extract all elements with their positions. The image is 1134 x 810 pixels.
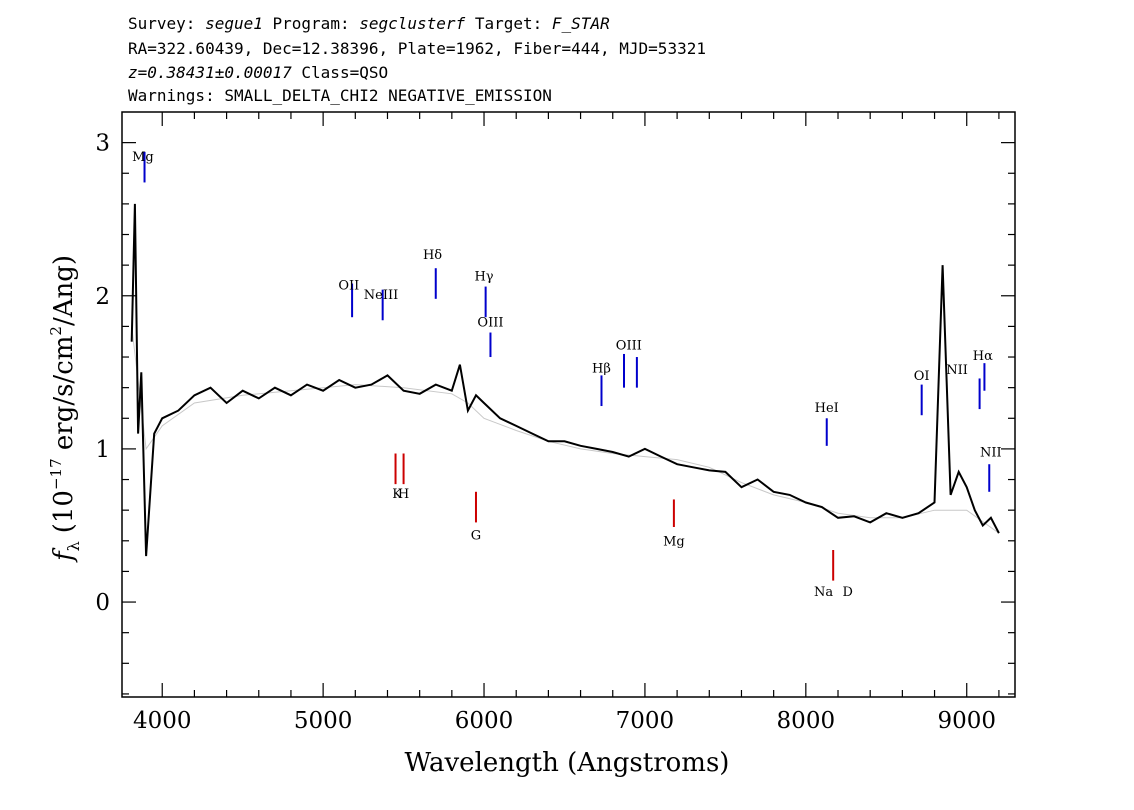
spectrum-series-1: [130, 203, 1000, 557]
x-tick-label: 8000: [777, 708, 836, 734]
program-label: Program:: [272, 14, 350, 33]
spectral-line-label: Hδ: [423, 248, 442, 263]
y-tick-label: 1: [95, 437, 110, 463]
y-axis-title-lambda: λ: [64, 541, 83, 551]
spectral-line-label: Na: [814, 585, 833, 600]
y-axis-title-exp2: 2: [47, 326, 65, 336]
spectral-line-label: G: [471, 528, 481, 543]
y-axis-title-mid: erg/s/cm: [49, 336, 79, 459]
spectral-line-label: NII: [980, 446, 1002, 461]
spectral-line-label: HeI: [815, 401, 839, 416]
spectral-line-label: D: [842, 585, 852, 600]
header-line-1: Survey: segue1 Program: segclusterf Targ…: [128, 14, 610, 33]
y-axis-title: fλ(10−17 erg/s/cm2/Ang): [47, 255, 83, 563]
spectral-line-label: OIII: [477, 315, 503, 330]
survey-value: segue1: [205, 14, 263, 33]
spectral-line-label: Hα: [973, 349, 993, 364]
spectral-line-label: Hγ: [474, 269, 493, 284]
spectral-line-label: H: [398, 487, 409, 502]
y-tick-label: 0: [95, 590, 110, 616]
target-value: F_STAR: [551, 14, 610, 33]
spectral-line-label: NII: [946, 363, 968, 378]
spectral-line-label: Mg: [132, 150, 154, 165]
spectral-line-label: OIII: [616, 338, 642, 353]
redshift-value: z=0.38431±0.00017: [128, 63, 292, 82]
spectral-line-label: NeIII: [364, 288, 398, 303]
header-line-4: Warnings: SMALL_DELTA_CHI2 NEGATIVE_EMIS…: [128, 86, 552, 105]
x-tick-label: 7000: [616, 708, 675, 734]
plot-frame: [121, 111, 1016, 698]
spectral-line-label: Mg: [663, 534, 685, 549]
spectral-line-label: Hβ: [592, 361, 611, 376]
spectral-line-label: K: [392, 487, 402, 502]
y-axis-title-open: (10: [49, 490, 79, 533]
spectral-line-label: OI: [914, 369, 930, 384]
y-axis-title-exp1: −17: [47, 458, 65, 490]
spectral-line-label: OII: [338, 279, 359, 294]
spectrum-series-0: [131, 326, 1000, 534]
program-value: segclusterf: [359, 14, 466, 33]
header-line-2: RA=322.60439, Dec=12.38396, Plate=1962, …: [128, 39, 706, 58]
plot-area: Mg OII NeIII Hδ Hγ OIII Hβ OIII HeI OI NII Hα NII KH G…: [130, 150, 1002, 600]
x-tick-label: 9000: [937, 708, 996, 734]
x-axis-title: Wavelength (Angstroms): [405, 748, 730, 778]
y-tick-label: 3: [95, 131, 110, 157]
y-axis-title-close: /Ang): [49, 255, 79, 326]
x-tick-label: 4000: [133, 708, 192, 734]
target-label: Target:: [474, 14, 543, 33]
survey-label: Survey:: [128, 14, 196, 33]
axis-ticks: 4000 5000 6000 7000 8000 9000 0 1 2 3: [95, 112, 1015, 734]
x-tick-label: 5000: [294, 708, 353, 734]
header-line-3: z=0.38431±0.00017 Class=QSO: [128, 63, 388, 82]
class-value: Class=QSO: [301, 63, 389, 82]
x-tick-label: 6000: [455, 708, 514, 734]
y-tick-label: 2: [95, 284, 110, 310]
